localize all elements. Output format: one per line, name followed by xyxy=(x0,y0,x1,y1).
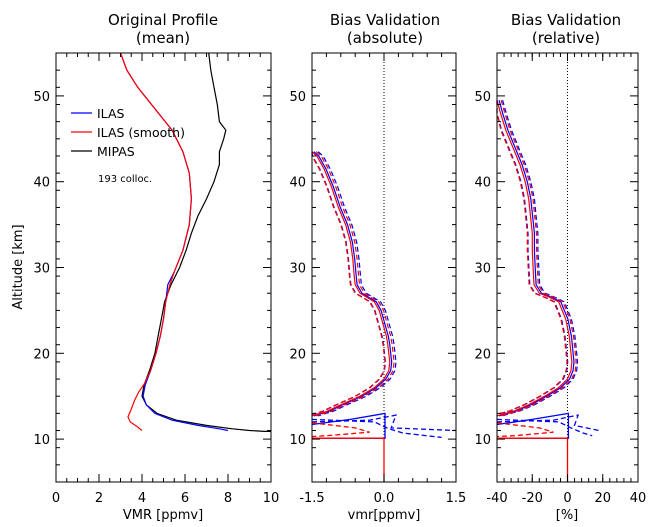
panel1-frame xyxy=(55,52,272,483)
panel3-title: Bias Validation xyxy=(511,11,621,29)
x-tick-label: 1.5 xyxy=(446,491,467,506)
bias-low-segment-dashed xyxy=(496,418,593,437)
x-tick-label: 8 xyxy=(224,491,232,506)
panel3-frame xyxy=(496,52,639,483)
bias-low-segment-dashed xyxy=(496,414,600,432)
panel2-title: Bias Validation xyxy=(330,11,440,29)
legend-label-mipas: MIPAS xyxy=(97,144,135,159)
x-tick-label: -20 xyxy=(522,491,543,506)
y-tick-label: 10 xyxy=(33,433,50,448)
y-tick-label: 10 xyxy=(474,433,491,448)
panel2-xlabel: vmr[ppmv] xyxy=(348,508,421,523)
panel2-subtitle: (absolute) xyxy=(347,29,423,47)
panel1-ylabel: Altitude [km] xyxy=(11,224,26,309)
panel1-ticks: 0 2 4 6 8 10 10 20 30 40 50 xyxy=(33,52,280,506)
y-tick-label: 20 xyxy=(33,347,50,362)
x-tick-label: -40 xyxy=(486,491,507,506)
y-tick-label: 50 xyxy=(289,90,306,105)
panel2-ticks: -1.5 0.0 1.5 10 20 30 40 50 xyxy=(289,52,467,506)
x-tick-label: 20 xyxy=(594,491,611,506)
legend: ILAS ILAS (smooth) MIPAS xyxy=(71,106,185,159)
panel-bias-absolute: Bias Validation (absolute) -1.5 0.0 1.5 10 2… xyxy=(289,11,466,523)
bias-profile-solid xyxy=(498,100,575,417)
x-tick-label: 6 xyxy=(181,491,189,506)
y-tick-label: 30 xyxy=(289,262,306,277)
bias-low-segment-dashed xyxy=(311,414,457,432)
panel1-title: Original Profile xyxy=(108,11,218,29)
x-tick-label: 0 xyxy=(563,491,571,506)
bias-profile-solid xyxy=(313,151,393,417)
bias-low-segment-solid xyxy=(497,437,569,482)
bias-low-segment-dashed xyxy=(496,422,554,438)
y-tick-label: 20 xyxy=(474,347,491,362)
y-tick-label: 20 xyxy=(289,347,306,362)
x-tick-label: 0.0 xyxy=(374,491,395,506)
series-line-ilas-smooth- xyxy=(119,52,193,431)
legend-label-ilas-smooth: ILAS (smooth) xyxy=(97,125,185,140)
x-tick-label: -1.5 xyxy=(299,491,324,506)
bias-profile-solid xyxy=(496,100,573,417)
panel3-plot-lines xyxy=(496,53,600,482)
y-tick-label: 40 xyxy=(33,176,50,191)
y-tick-label: 50 xyxy=(33,90,50,105)
panel1-xlabel: VMR [ppmv] xyxy=(123,508,203,523)
bias-profile-solid xyxy=(311,151,391,417)
bias-profile-dashed xyxy=(311,151,387,417)
collocation-annotation: 193 colloc. xyxy=(98,174,152,185)
y-tick-label: 40 xyxy=(289,176,306,191)
panel3-ticks: -40 -20 0 20 40 10 20 30 40 50 xyxy=(474,52,647,506)
bias-profile-dashed xyxy=(502,100,579,417)
panel-original-profile: Original Profile (mean) 0 2 4 6 8 10 10 20 30 40 5… xyxy=(11,11,279,523)
bias-profile-dashed xyxy=(500,100,577,417)
panel3-xlabel: [%] xyxy=(556,508,579,523)
bias-profile-dashed xyxy=(311,151,386,416)
y-tick-label: 40 xyxy=(474,176,491,191)
bias-low-segment-solid xyxy=(312,437,385,482)
bias-low-segment-solid xyxy=(496,412,570,439)
panel-bias-relative: Bias Validation (relative) -40 -20 0 20 40 10… xyxy=(474,11,646,523)
legend-label-ilas: ILAS xyxy=(97,106,124,121)
bias-low-segment-dashed xyxy=(311,422,370,438)
bias-profile-dashed xyxy=(496,100,568,417)
bias-low-segment-dashed xyxy=(311,418,442,439)
x-tick-label: 0 xyxy=(52,491,60,506)
x-tick-label: 4 xyxy=(138,491,146,506)
y-tick-label: 30 xyxy=(474,262,491,277)
x-tick-label: 10 xyxy=(263,491,280,506)
y-tick-label: 10 xyxy=(289,433,306,448)
series-line-mipas xyxy=(141,52,271,432)
panel1-subtitle: (mean) xyxy=(136,29,190,47)
panel1-plot-lines xyxy=(119,52,271,432)
y-tick-label: 30 xyxy=(33,262,50,277)
panel2-plot-lines xyxy=(311,53,457,482)
x-tick-label: 2 xyxy=(95,491,103,506)
series-line-ilas xyxy=(119,52,229,432)
bias-low-segment-solid xyxy=(311,412,386,439)
y-tick-label: 50 xyxy=(474,90,491,105)
panel3-subtitle: (relative) xyxy=(532,29,600,47)
x-tick-label: 40 xyxy=(630,491,647,506)
